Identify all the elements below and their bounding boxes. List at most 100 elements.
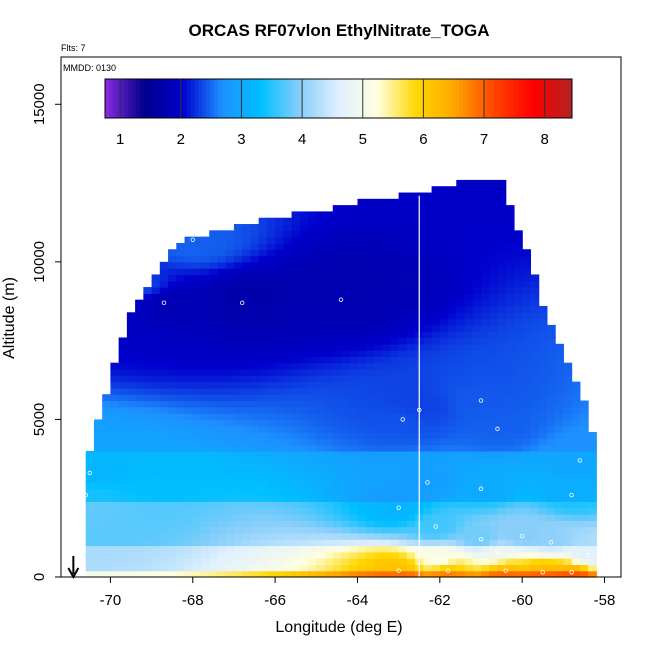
heatmap-cell	[513, 261, 523, 269]
heatmap-cell	[505, 507, 515, 515]
heatmap-cell	[233, 406, 243, 414]
heatmap-cell	[85, 520, 95, 528]
heatmap-cell	[472, 501, 482, 509]
heatmap-cell	[151, 520, 161, 528]
heatmap-cell	[571, 482, 581, 490]
heatmap-cell	[497, 457, 507, 465]
heatmap-cell	[357, 545, 367, 553]
heatmap-cell	[143, 419, 153, 427]
heatmap-cell	[275, 236, 284, 244]
heatmap-cell	[159, 482, 169, 490]
heatmap-cell	[448, 457, 457, 465]
heatmap-cell	[209, 564, 219, 572]
heatmap-cell	[472, 394, 482, 402]
heatmap-cell	[299, 476, 309, 484]
heatmap-cell	[299, 261, 309, 269]
heatmap-cell	[209, 501, 219, 509]
heatmap-cell	[448, 476, 457, 484]
heatmap-cell	[126, 375, 136, 383]
heatmap-cell	[341, 236, 350, 244]
heatmap-cell	[497, 526, 507, 534]
heatmap-cell	[291, 501, 301, 509]
heatmap-cell	[332, 457, 342, 465]
heatmap-cell	[225, 469, 235, 477]
colorbar-segment	[400, 79, 406, 118]
heatmap-cell	[299, 513, 309, 521]
heatmap-cell	[349, 457, 359, 465]
heatmap-cell	[299, 293, 309, 301]
heatmap-cell	[349, 268, 359, 276]
heatmap-cell	[579, 406, 589, 414]
heatmap-cell	[464, 488, 474, 496]
heatmap-cell	[464, 419, 474, 427]
heatmap-cell	[448, 425, 457, 433]
heatmap-cell	[266, 268, 276, 276]
heatmap-cell	[456, 520, 466, 528]
heatmap-cell	[324, 261, 334, 269]
heatmap-cell	[579, 520, 589, 528]
heatmap-cell	[192, 293, 202, 301]
heatmap-cell	[159, 532, 169, 540]
plot-frame	[60, 56, 622, 578]
heatmap-cell	[201, 324, 210, 332]
heatmap-cell	[456, 469, 466, 477]
heatmap-cell	[225, 356, 235, 364]
heatmap-cell	[176, 249, 186, 257]
heatmap-cell	[481, 350, 490, 357]
heatmap-cell	[497, 186, 507, 194]
heatmap-cell	[555, 570, 564, 578]
heatmap-cell	[489, 287, 499, 294]
heatmap-cell	[201, 545, 210, 553]
heatmap-cell	[472, 324, 482, 332]
heatmap-cell	[546, 457, 556, 465]
heatmap-cell	[332, 488, 342, 496]
heatmap-cell	[448, 444, 457, 452]
heatmap-cell	[365, 274, 375, 282]
heatmap-cell	[168, 369, 177, 376]
heatmap-cell	[316, 242, 326, 250]
heatmap-cell	[439, 343, 449, 351]
heatmap-cell	[341, 331, 350, 339]
heatmap-cell	[579, 482, 589, 490]
heatmap-cell	[332, 532, 342, 540]
heatmap-cell	[406, 350, 416, 357]
heatmap-cell	[291, 350, 301, 357]
heatmap-cell	[398, 564, 408, 572]
heatmap-cell	[316, 539, 326, 547]
heatmap-cell	[159, 356, 169, 364]
heatmap-cell	[513, 249, 523, 257]
heatmap-cell	[555, 438, 564, 446]
heatmap-cell	[110, 507, 120, 515]
heatmap-cell	[341, 444, 350, 452]
heatmap-cell	[308, 236, 317, 244]
heatmap-cell	[538, 419, 548, 427]
colorbar-segment	[536, 79, 542, 118]
heatmap-cell	[357, 463, 367, 471]
heatmap-cell	[299, 394, 309, 402]
heatmap-cell	[242, 331, 252, 339]
colorbar-segment	[482, 79, 487, 118]
heatmap-cell	[332, 224, 342, 231]
y-tick-label: 15000	[31, 83, 48, 125]
heatmap-cell	[209, 293, 219, 301]
heatmap-cell	[209, 280, 219, 288]
heatmap-cell	[448, 249, 457, 257]
heatmap-cell	[258, 255, 268, 263]
heatmap-cell	[225, 387, 235, 395]
flights-label: Flts: 7	[61, 43, 86, 53]
heatmap-cell	[275, 532, 284, 540]
heatmap-cell	[126, 507, 136, 515]
heatmap-cell	[382, 305, 392, 313]
heatmap-cell	[456, 293, 466, 301]
heatmap-cell	[481, 236, 490, 244]
heatmap-cell	[324, 482, 334, 490]
colorbar-tick-label: 6	[419, 131, 427, 148]
heatmap-cell	[373, 268, 383, 276]
heatmap-cell	[365, 520, 375, 528]
heatmap-cell	[497, 501, 507, 509]
heatmap-cell	[299, 224, 309, 231]
heatmap-cell	[373, 224, 383, 231]
heatmap-cell	[439, 375, 449, 383]
heatmap-cell	[233, 425, 243, 433]
heatmap-cell	[308, 406, 317, 414]
